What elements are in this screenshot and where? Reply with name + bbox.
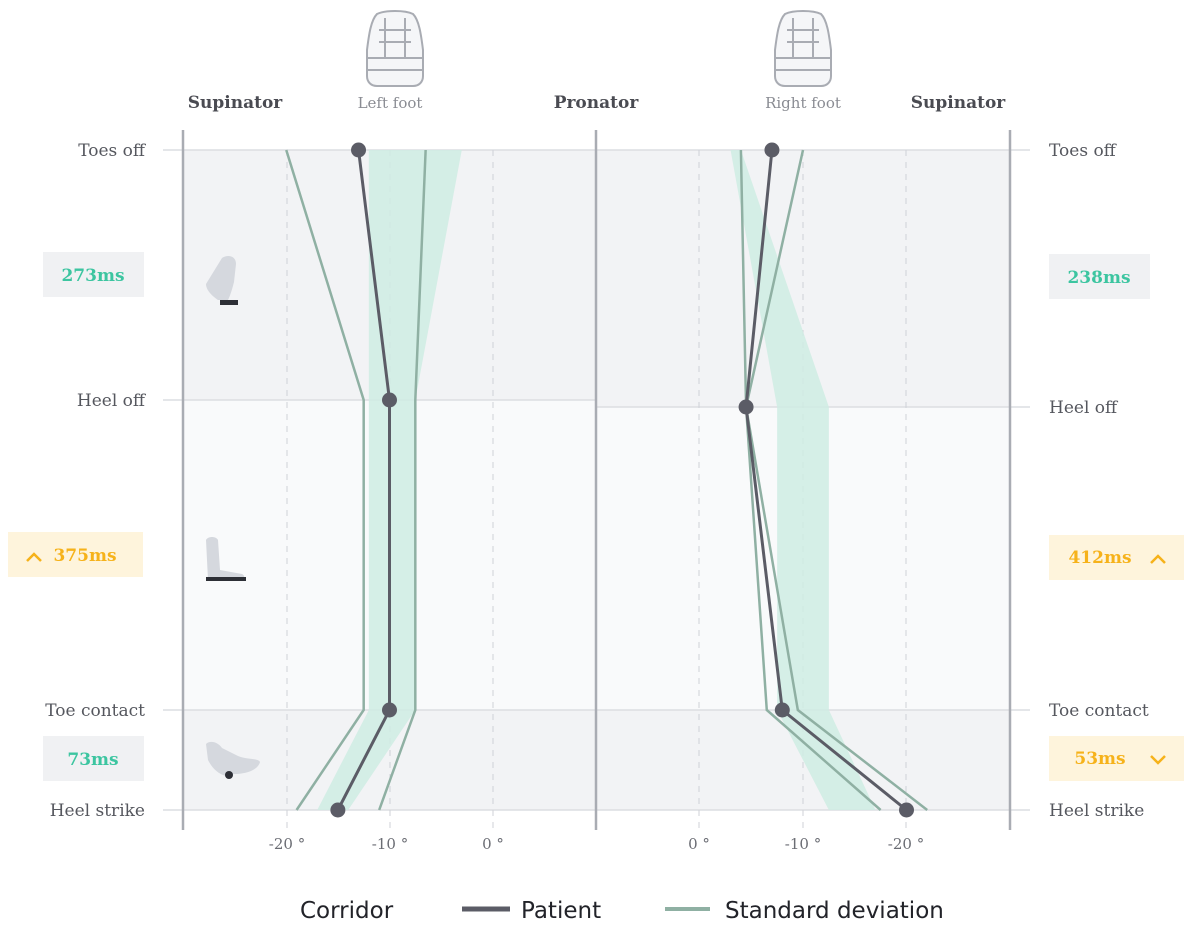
legend-corridor-label: Corridor — [300, 898, 394, 924]
left-std-upper-line — [377, 149, 427, 811]
right-std-lower-line — [739, 149, 882, 811]
right-patient-line — [744, 149, 908, 812]
left-patient-point — [382, 702, 397, 718]
right-patient-point — [738, 399, 754, 415]
pronator-label: Pronator — [554, 93, 640, 113]
left-tick-label: -20 ° — [269, 835, 305, 853]
axis-lines — [181, 130, 1012, 830]
legend: Corridor Patient Standard deviation — [300, 898, 944, 924]
left-foot-label: Left foot — [358, 94, 423, 112]
left-patient-point — [382, 392, 397, 408]
legend-patient-label: Patient — [521, 898, 601, 924]
left-tick-label: 0 ° — [482, 835, 504, 853]
foot-heel-strike-icon — [206, 741, 260, 779]
right-patient-point — [899, 802, 914, 818]
right-supinator-label: Supinator — [911, 93, 1007, 113]
left-shoe-icon — [366, 10, 424, 87]
left-duration-badge-3: 73ms — [43, 736, 144, 781]
right-duration-badge-3: 53ms — [1049, 736, 1184, 781]
right-patient-point — [764, 142, 780, 158]
left-duration-value-2: 375ms — [53, 546, 116, 566]
left-patient-line — [336, 149, 391, 811]
left-label-toe-contact: Toe contact — [45, 701, 145, 721]
right-label-toe-contact: Toe contact — [1049, 701, 1149, 721]
left-duration-badge-2: 375ms — [8, 532, 143, 577]
right-tick-label: 0 ° — [688, 835, 710, 853]
right-std-upper-line — [744, 149, 928, 811]
right-label-heel-strike: Heel strike — [1049, 801, 1144, 821]
left-label-heel-off: Heel off — [77, 391, 147, 411]
left-tick-label: -10 ° — [372, 835, 408, 853]
right-duration-value-1: 238ms — [1067, 268, 1130, 288]
right-patient-point — [774, 702, 790, 718]
right-duration-value-2: 412ms — [1068, 548, 1131, 568]
right-duration-badge-1: 238ms — [1049, 254, 1150, 299]
right-duration-badge-2: 412ms — [1049, 535, 1184, 580]
left-duration-badge-1: 273ms — [43, 252, 144, 297]
patient-layer — [330, 142, 914, 818]
right-tick-label: -20 ° — [888, 835, 924, 853]
right-tick-label: -10 ° — [785, 835, 821, 853]
foot-flat-icon — [206, 537, 246, 581]
tick-labels: -20 ° -10 ° 0 ° 0 ° -10 ° -20 ° — [269, 835, 924, 853]
left-std-lower-line — [285, 149, 365, 811]
legend-std-label: Standard deviation — [725, 898, 944, 924]
right-duration-value-3: 53ms — [1074, 749, 1125, 769]
left-label-heel-strike: Heel strike — [50, 801, 145, 821]
foot-toe-off-icon — [206, 256, 238, 305]
left-duration-value-1: 273ms — [61, 266, 124, 286]
chevron-up-icon — [26, 552, 42, 562]
left-duration-value-3: 73ms — [67, 750, 118, 770]
left-label-toes-off: Toes off — [78, 141, 147, 161]
std-deviation-layer — [285, 149, 928, 811]
chevron-up-icon — [1150, 554, 1166, 564]
right-label-heel-off: Heel off — [1049, 398, 1119, 418]
left-patient-point — [351, 142, 367, 158]
right-foot-label: Right foot — [765, 94, 841, 112]
right-shoe-icon — [774, 10, 832, 87]
chevron-down-icon — [1150, 755, 1166, 765]
right-label-toes-off: Toes off — [1049, 141, 1118, 161]
left-patient-point — [330, 802, 346, 818]
left-supinator-label: Supinator — [188, 93, 284, 113]
